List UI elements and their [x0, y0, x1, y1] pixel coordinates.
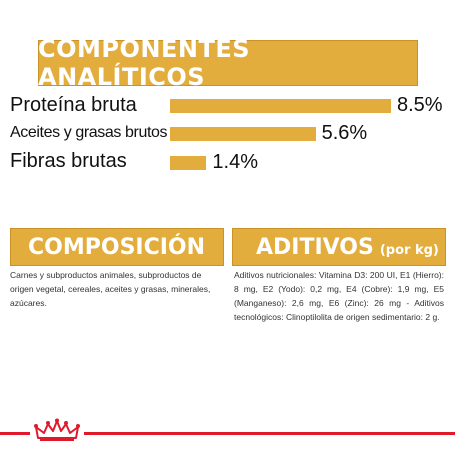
analytic-components-title: COMPONENTES ANALÍTICOS: [38, 35, 251, 91]
fiber-bar: [170, 156, 207, 170]
additives-title: ADITIVOS: [256, 234, 374, 260]
protein-value: 8.5%: [397, 94, 443, 116]
fiber-label: Fibras brutas: [10, 150, 127, 172]
footer-line-left: [0, 432, 30, 435]
additives-banner: ADITIVOS (por kg): [232, 228, 446, 266]
fats-value: 5.6%: [321, 122, 368, 144]
crown-icon: [34, 418, 80, 441]
additives-text: Aditivos nutricionales: Vitamina D3: 200…: [234, 270, 444, 322]
additives-subtitle: (por kg): [379, 242, 439, 258]
protein-label: Proteína bruta: [10, 94, 137, 116]
fats-bar: [170, 127, 316, 141]
composition-text: Carnes y subproductos animales, subprodu…: [10, 270, 211, 308]
fiber-value: 1.4%: [212, 151, 258, 173]
protein-bar: [170, 99, 391, 113]
analytic-components-banner: COMPONENTES ANALÍTICOS: [38, 35, 418, 91]
fats-label: Aceites y grasas brutos: [10, 124, 168, 141]
composition-title: COMPOSICIÓN: [28, 234, 206, 260]
footer-line-right: [84, 432, 455, 435]
composition-banner: COMPOSICIÓN: [10, 228, 224, 266]
